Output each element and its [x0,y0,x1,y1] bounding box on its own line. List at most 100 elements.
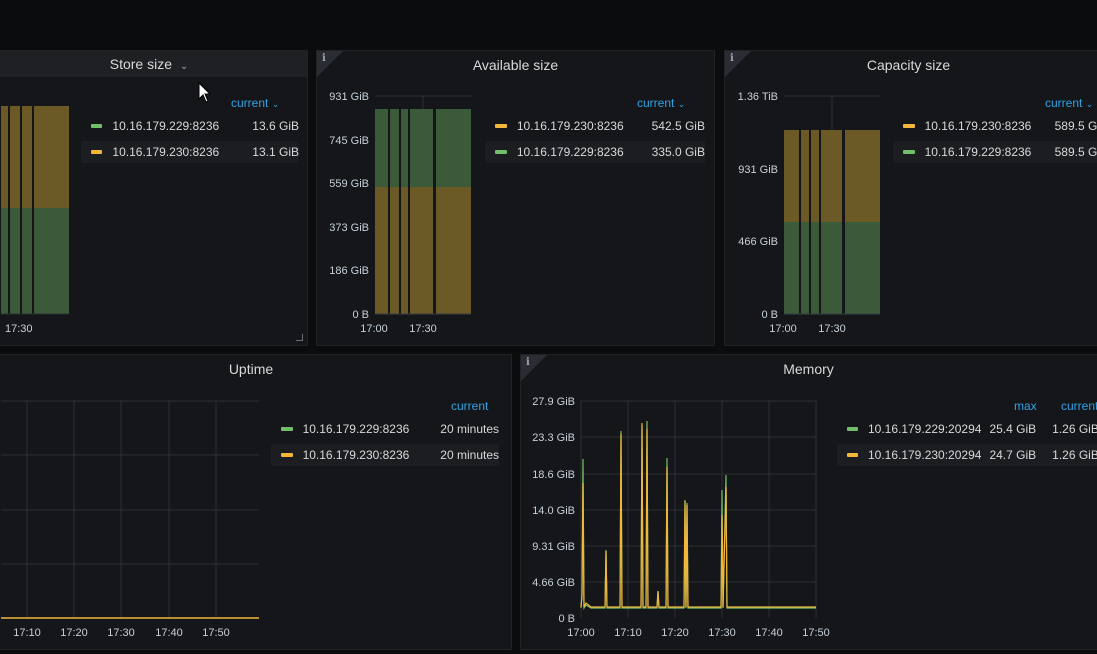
legend-row[interactable]: 10.16.179.230:8236 542.5 GiB [485,115,705,137]
y-tick-label: 186 GiB [329,265,369,277]
legend-swatch [281,427,293,431]
y-tick-label: 931 GiB [738,164,778,176]
panel-uptime[interactable]: Uptime 17:10 17:20 17:30 17:40 17:50 cur… [0,354,512,650]
x-tick-label: 17:30 [818,323,846,335]
y-tick-label: 559 GiB [329,178,369,190]
y-tick-label: 745 GiB [329,135,369,147]
gap-bar [433,109,436,314]
legend-row[interactable]: 10.16.179.229:8236 335.0 GiB [485,141,705,163]
legend-row[interactable]: 10.16.179.229:8236 13.6 GiB [81,115,299,137]
legend-row[interactable]: 10.16.179.230:8236 589.5 GiB [893,115,1097,137]
legend-swatch [281,453,293,457]
available-size-chart: 931 GiB 745 GiB 559 GiB 373 GiB 186 GiB … [329,91,471,335]
legend-swatch [847,453,858,457]
chevron-down-icon[interactable]: ⌄ [179,61,189,72]
legend-row[interactable]: 10.16.179.230:8236 20 minutes [271,444,499,466]
gap-bar [32,106,34,314]
panel-title[interactable]: Memory [783,361,834,377]
info-corner [521,355,547,381]
panel-title-text: Store size [109,56,172,72]
legend-header-current[interactable]: current [451,399,489,413]
area-green [784,222,880,314]
legend-row[interactable]: 10.16.179.229:8236 589.5 GiB [893,141,1097,163]
legend-row[interactable]: 10.16.179.229:20294 25.4 GiB 1.26 GiB [837,418,1097,440]
x-tick-label: 17:40 [155,627,183,639]
x-tick-label: 17:00 [769,323,797,335]
gap-bar [809,130,811,314]
x-tick-label: 17:10 [13,627,41,639]
x-tick-label: 17:40 [755,627,783,639]
chevron-down-icon: ⌄ [271,99,280,109]
gap-bar [842,130,845,314]
y-tick-label: 0 B [352,309,369,321]
info-icon[interactable]: i [526,357,530,368]
panel-memory[interactable]: i Memory 27.9 GiB 23.3 GiB 18.6 GiB 14.0… [520,354,1097,650]
memory-series-yellow [580,422,816,608]
x-tick-label: 17:20 [661,627,689,639]
uptime-chart: 17:10 17:20 17:30 17:40 17:50 [1,400,259,639]
panel-capacity-size[interactable]: i Capacity size 1.36 TiB 931 GiB 466 GiB… [724,50,1097,346]
gap-bar [388,109,390,314]
legend-swatch [903,124,915,128]
area-green [1,208,69,314]
gap-bar [819,130,821,314]
legend-row[interactable]: 10.16.179.230:20294 24.7 GiB 1.26 GiB [837,444,1097,466]
gap-bar [8,106,10,314]
x-tick-label: 17:00 [360,323,388,335]
legend-swatch [847,427,858,431]
x-tick-label: 17:30 [107,627,135,639]
gap-bar [399,109,401,314]
panel-title[interactable]: Available size [472,57,559,73]
x-tick-label: 17:20 [60,627,88,639]
y-tick-label: 18.6 GiB [532,469,575,481]
resize-handle[interactable] [296,334,303,341]
x-tick-label: 17:00 [567,627,595,639]
gap-bar [20,106,22,314]
legend-header-max[interactable]: max [1014,399,1037,413]
legend-header-current[interactable]: current ⌄ [637,96,686,110]
y-tick-label: 931 GiB [329,91,369,103]
area-yellow [1,106,69,208]
area-yellow [784,130,880,222]
x-tick-label: 17:30 [708,627,736,639]
panel-title[interactable]: Uptime [228,361,274,377]
store-size-chart: 17:30 [1,106,69,335]
mouse-cursor-icon [198,82,212,103]
info-icon[interactable]: i [730,53,734,64]
y-tick-label: 466 GiB [738,236,778,248]
legend-header-current[interactable]: current [1061,399,1097,413]
panel-title[interactable]: Capacity size [866,57,951,73]
legend-swatch [91,150,103,154]
gap-bar [799,130,801,314]
x-tick-label: 17:10 [614,627,642,639]
y-tick-label: 27.9 GiB [532,396,575,408]
legend-swatch [91,124,103,128]
info-icon[interactable]: i [322,53,326,64]
area-green [375,109,471,187]
y-tick-label: 0 B [558,613,575,625]
y-tick-label: 4.66 GiB [532,577,575,589]
legend-row[interactable]: 10.16.179.230:8236 13.1 GiB [81,141,299,163]
y-tick-label: 373 GiB [329,222,369,234]
y-tick-label: 9.31 GiB [532,541,575,553]
y-tick-label: 1.36 TiB [738,91,778,103]
memory-chart: 27.9 GiB 23.3 GiB 18.6 GiB 14.0 GiB 9.31… [532,396,830,639]
area-yellow [375,187,471,314]
info-corner [725,51,751,77]
y-tick-label: 0 B [761,309,778,321]
x-tick-label: 17:30 [5,323,33,335]
panel-store-size[interactable]: Store size ⌄ 17:30 current ⌄ 10.16.179.2… [0,50,308,346]
top-bar [0,0,1097,40]
chevron-down-icon: ⌄ [1085,99,1094,109]
x-tick-label: 17:50 [202,627,230,639]
legend-header-current[interactable]: current ⌄ [1045,96,1094,110]
x-tick-label: 17:50 [802,627,830,639]
gap-bar [408,109,410,314]
panel-available-size[interactable]: i Available size 931 GiB 745 GiB 559 GiB… [316,50,715,346]
legend-header-current[interactable]: current ⌄ [231,96,280,110]
legend-swatch [903,150,915,154]
chevron-down-icon: ⌄ [677,99,686,109]
panel-title[interactable]: Store size ⌄ [0,51,307,77]
legend-row[interactable]: 10.16.179.229:8236 20 minutes [271,418,499,440]
y-tick-label: 14.0 GiB [532,505,575,517]
